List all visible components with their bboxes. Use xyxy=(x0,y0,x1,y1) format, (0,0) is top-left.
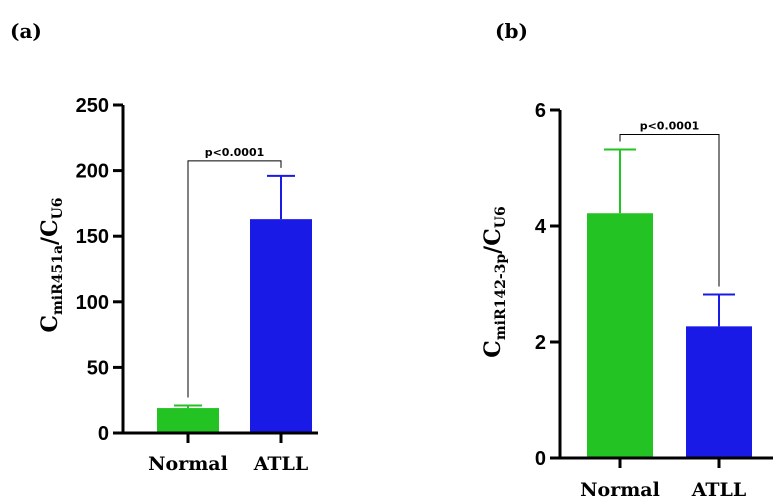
panel-a-ylabel-sub1: miR451a xyxy=(50,245,66,315)
panel-a-plot: 0 50 100 150 200 250 Normal ATLL p<0.0001 xyxy=(76,95,318,475)
panel-a-ytick-label: 150 xyxy=(76,226,109,248)
panel-b-plot: 0 2 4 6 Normal ATLL p<0.0001 xyxy=(535,100,773,501)
panel-b-ytick-label: 6 xyxy=(535,100,546,122)
panel-a-label: (a) xyxy=(10,19,42,43)
panel-b-ylabel-base2: C xyxy=(480,228,506,246)
panel-a-significance-label: p<0.0001 xyxy=(205,146,265,159)
panel-a-bar-normal xyxy=(157,408,219,433)
panel-b-ylabel-base1: C xyxy=(480,340,506,358)
panel-b-bar-atll xyxy=(686,326,752,458)
panel-b-ylabel-sub1: miR142-3p xyxy=(493,254,509,341)
panel-a-ytick-label: 250 xyxy=(76,95,109,117)
panel-a-ylabel-base1: C xyxy=(37,315,63,333)
panel-a-ytick-label: 50 xyxy=(87,357,109,379)
panel-b-bar-normal xyxy=(587,213,653,458)
panel-a-significance-bracket xyxy=(187,160,282,398)
panel-a-ylabel-sub2: U6 xyxy=(50,197,66,219)
panel-b-ylabel-sub2: U6 xyxy=(493,206,509,228)
panel-a-bar-atll xyxy=(250,219,312,433)
panel-b-category-label: Normal xyxy=(580,479,660,501)
panel-a-category-label: Normal xyxy=(148,453,228,475)
panel-a-ylabel-base2: C xyxy=(37,219,63,237)
panel-b-ylabel-slash: / xyxy=(480,245,506,254)
panel-b-ytick-label: 4 xyxy=(535,216,547,238)
panel-a-ytick-label: 200 xyxy=(76,161,109,183)
panel-a-ytick-label: 100 xyxy=(76,292,109,314)
panel-a-ytick-label: 0 xyxy=(98,423,109,445)
panel-b-category-label: ATLL xyxy=(691,479,747,501)
panel-b-ytick-label: 2 xyxy=(535,332,546,354)
panel-a-y-axis-title: CmiR451a/CU6 xyxy=(37,197,66,332)
panel-b-significance-label: p<0.0001 xyxy=(640,119,700,132)
panel-b-ytick-label: 0 xyxy=(535,448,546,470)
panel-b-significance-bracket xyxy=(619,133,720,287)
panel-a-ylabel-slash: / xyxy=(37,236,63,245)
panel-a-category-label: ATLL xyxy=(253,453,309,475)
panel-b-y-axis-title: CmiR142-3p/CU6 xyxy=(480,206,509,357)
panel-b-label: (b) xyxy=(495,19,528,43)
